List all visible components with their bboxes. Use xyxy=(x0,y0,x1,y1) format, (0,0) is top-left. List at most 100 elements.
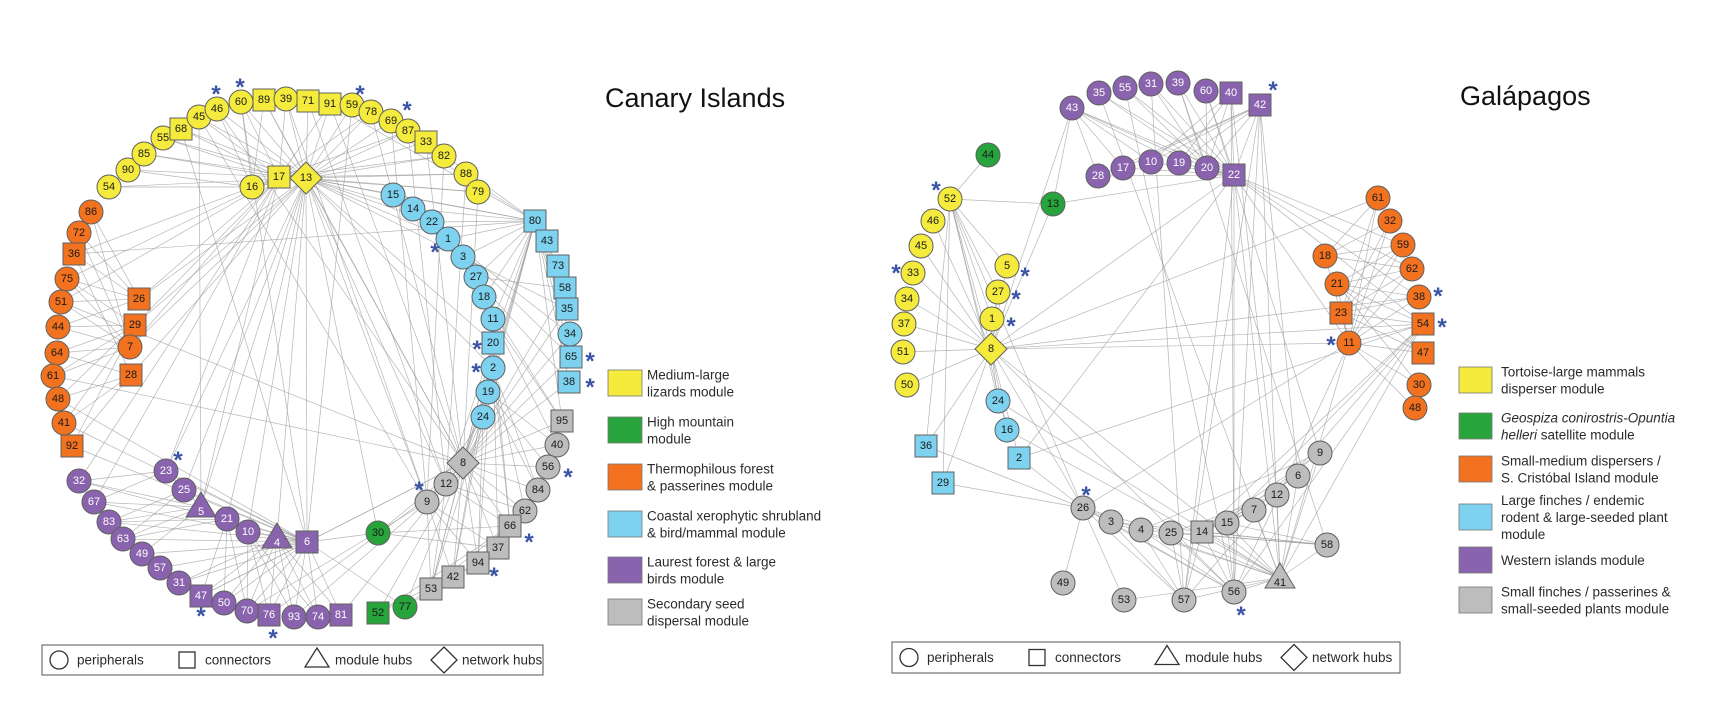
node-canary-islands-92: 92 xyxy=(60,434,84,458)
node-galapagos-25: 25 xyxy=(1158,520,1184,546)
edge xyxy=(990,348,1235,593)
edge xyxy=(1140,452,1321,531)
node-galapagos-48: 48 xyxy=(1402,395,1428,421)
square-glyph xyxy=(1028,648,1046,667)
edge xyxy=(462,462,499,549)
node-label: 22 xyxy=(426,216,438,228)
edge xyxy=(1201,531,1281,579)
node-label: 48 xyxy=(1409,402,1421,414)
node-label: 44 xyxy=(52,321,64,333)
significance-asterisk: * xyxy=(563,464,573,491)
edge xyxy=(492,220,536,320)
significance-asterisk: * xyxy=(585,374,595,401)
node-label: 48 xyxy=(52,393,64,405)
node-canary-islands-76: 76 xyxy=(257,603,281,627)
edge xyxy=(1124,87,1235,593)
edge xyxy=(52,346,131,377)
node-canary-islands-35: 35 xyxy=(555,297,579,321)
edge xyxy=(276,177,307,539)
edge xyxy=(122,518,228,540)
node-canary-islands-86: 86 xyxy=(78,199,104,225)
edge xyxy=(462,356,572,464)
node-label: 41 xyxy=(1274,577,1286,589)
edge xyxy=(276,537,342,616)
edge xyxy=(57,298,140,328)
node-label: 4 xyxy=(1138,524,1144,536)
node-galapagos-39: 39 xyxy=(1165,70,1191,96)
node-label: 67 xyxy=(88,496,100,508)
node-canary-islands-47: 47 xyxy=(189,584,213,608)
significance-asterisk: * xyxy=(235,74,245,101)
edge xyxy=(1233,174,1420,298)
node-galapagos-62: 62 xyxy=(1399,256,1425,282)
node-canary-islands-37: 37 xyxy=(486,536,510,560)
edge xyxy=(293,501,428,618)
edge xyxy=(60,176,280,303)
edge xyxy=(305,177,308,543)
node-galapagos-15: 15 xyxy=(1214,510,1240,536)
node-label: 47 xyxy=(195,590,207,602)
edge xyxy=(73,220,536,255)
node-galapagos-30: 30 xyxy=(1406,372,1432,398)
edge xyxy=(912,272,992,350)
node-canary-islands-64: 64 xyxy=(44,340,70,366)
node-canary-islands-65: 65 xyxy=(559,345,583,369)
node-label: 33 xyxy=(907,267,919,279)
node-label: 35 xyxy=(1093,87,1105,99)
significance-asterisk: * xyxy=(585,348,595,375)
module-legend: Tortoise-large mammals disperser module Ge… xyxy=(1458,365,1676,617)
edge xyxy=(1140,529,1185,601)
edge xyxy=(71,374,132,447)
edge xyxy=(285,98,428,503)
node-label: 42 xyxy=(1254,99,1266,111)
edge xyxy=(200,177,307,508)
node-label: 28 xyxy=(1092,170,1104,182)
edge xyxy=(462,462,526,512)
panel-title: Galápagos xyxy=(1460,81,1591,111)
legend-label: small-seeded plants module xyxy=(1501,602,1669,617)
significance-asterisk: * xyxy=(1268,77,1278,104)
node-label: 25 xyxy=(178,484,190,496)
edge xyxy=(216,108,464,464)
node-label: 34 xyxy=(901,293,913,305)
edge xyxy=(306,541,342,616)
edge xyxy=(305,120,392,179)
edge xyxy=(247,531,295,618)
node-galapagos-37: 37 xyxy=(891,311,917,337)
edge xyxy=(462,444,558,464)
edge xyxy=(1062,507,1084,584)
node-label: 66 xyxy=(504,520,516,532)
edge xyxy=(1071,107,1124,169)
shape-legend-label: module hubs xyxy=(1185,650,1263,665)
node-galapagos-51: 51 xyxy=(890,339,916,365)
node-label: 32 xyxy=(1384,215,1396,227)
node-label: 22 xyxy=(1228,169,1240,181)
node-galapagos-10: 10 xyxy=(1138,149,1164,175)
legend-swatch-purple xyxy=(607,556,643,584)
edge xyxy=(223,541,308,604)
node-canary-islands-19: 19 xyxy=(475,379,501,405)
node-galapagos-43: 43 xyxy=(1059,95,1085,121)
node-label: 1 xyxy=(445,233,451,245)
edge xyxy=(57,324,136,400)
edge xyxy=(925,445,1084,509)
edge xyxy=(305,177,494,369)
edge xyxy=(1259,104,1299,477)
node-label: 81 xyxy=(335,609,347,621)
edge xyxy=(445,173,467,485)
node-galapagos-52: 52 xyxy=(937,186,963,212)
node-canary-islands-33: 33 xyxy=(414,130,438,154)
legend-swatch-blue xyxy=(607,510,643,538)
edge xyxy=(462,191,479,464)
node-galapagos-3: 3 xyxy=(1098,509,1124,535)
legend-label: Western islands module xyxy=(1501,553,1645,568)
node-canary-islands-60: 60 xyxy=(228,89,254,115)
node-label: 14 xyxy=(1196,526,1208,538)
node-label: 64 xyxy=(51,347,63,359)
node-label: 93 xyxy=(288,611,300,623)
significance-asterisk: * xyxy=(1236,602,1246,629)
edge xyxy=(268,537,278,616)
node-galapagos-46: 46 xyxy=(920,208,946,234)
edge xyxy=(90,211,140,300)
edge xyxy=(143,153,280,178)
